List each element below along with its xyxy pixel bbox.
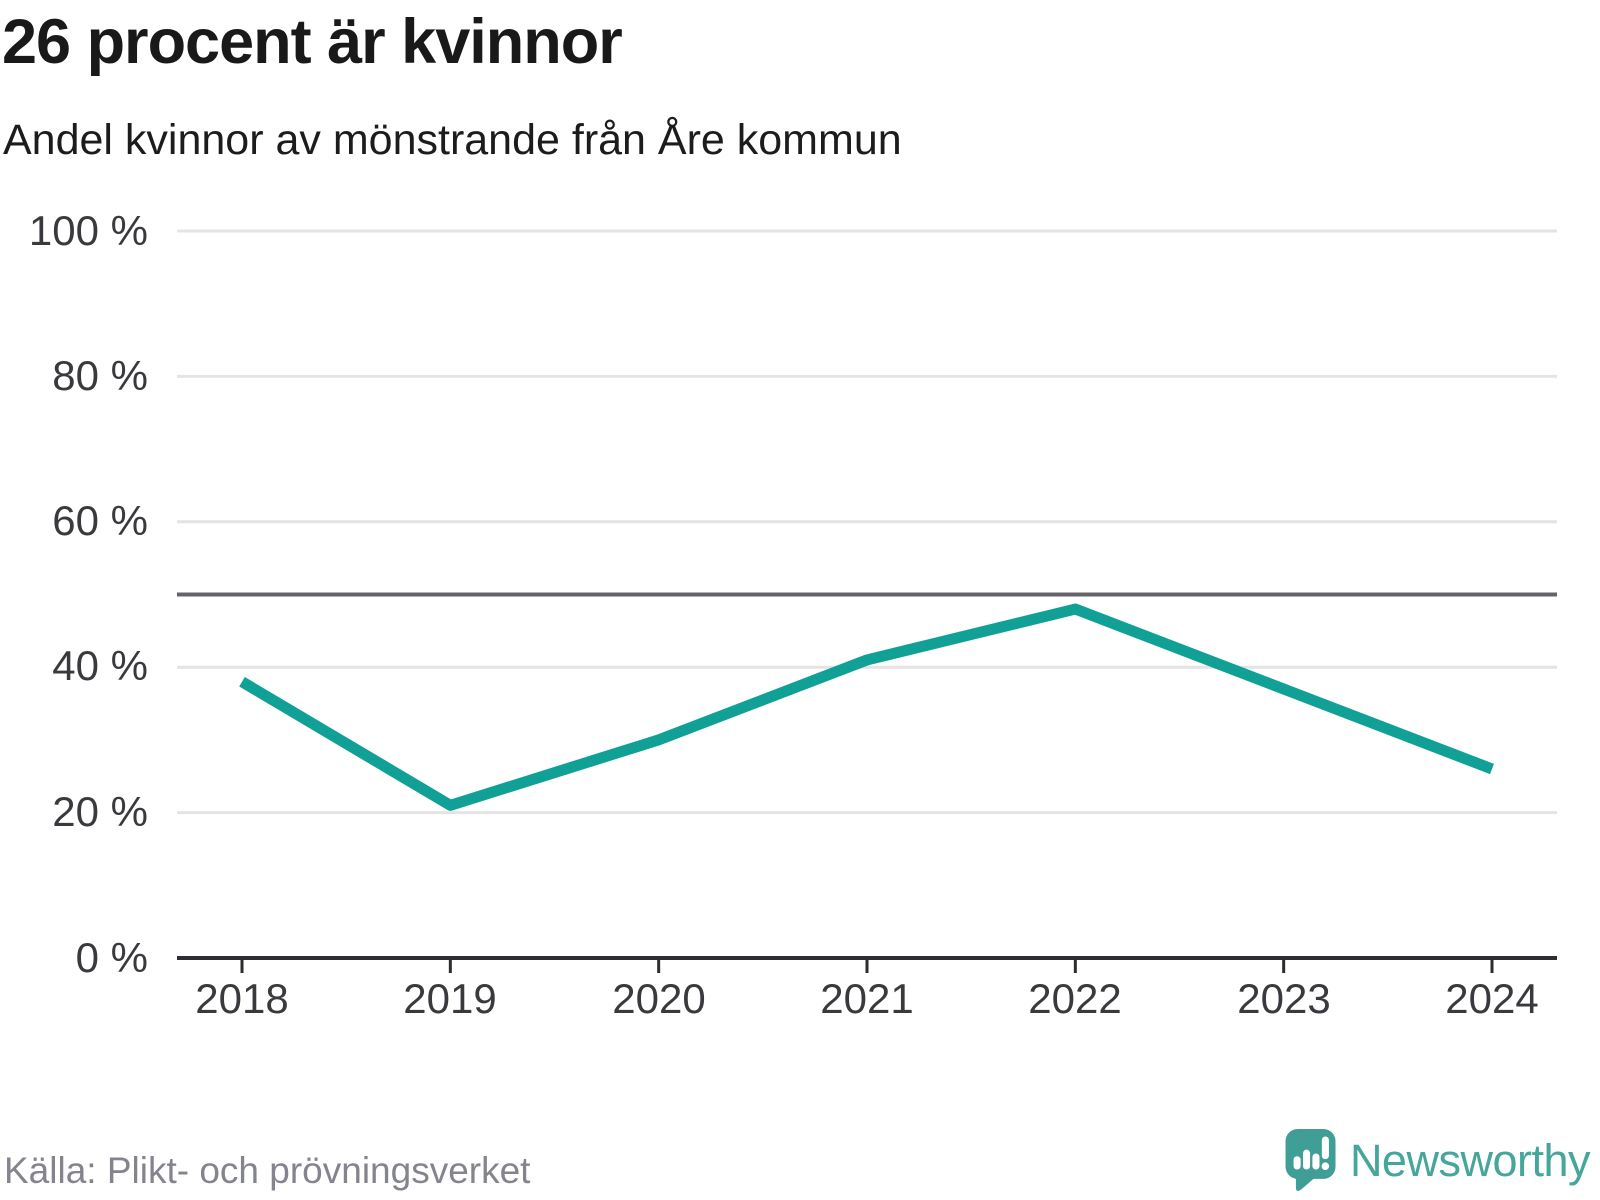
x-axis-tick-label: 2022 <box>1028 975 1122 1022</box>
logo-bar-small <box>1293 1156 1301 1170</box>
logo-bubble-tail <box>1295 1173 1317 1191</box>
newsworthy-logo-icon <box>1285 1128 1336 1191</box>
x-axis-tick-label: 2019 <box>403 975 497 1022</box>
x-axis-tick-label: 2021 <box>820 975 914 1022</box>
brand-name: Newsworthy <box>1349 1135 1591 1186</box>
series-line <box>239 603 1494 811</box>
y-axis-tick-label: 80 % <box>52 352 148 399</box>
y-axis-tick-label: 20 % <box>52 788 148 835</box>
x-axis-tick-label: 2023 <box>1237 975 1331 1022</box>
x-axis-tick-label: 2024 <box>1445 975 1539 1022</box>
y-axis-tick-label: 60 % <box>52 497 148 544</box>
newsworthy-brand: Newsworthy <box>1284 1128 1591 1194</box>
y-axis-tick-label: 100 % <box>28 207 148 254</box>
chart-subtitle: Andel kvinnor av mönstrande från Åre kom… <box>3 116 902 164</box>
logo-exclamation-dot <box>1321 1162 1330 1170</box>
logo-bar-tall <box>1302 1149 1310 1170</box>
x-axis-tick-label: 2020 <box>612 975 706 1022</box>
chart-title: 26 procent är kvinnor <box>2 7 623 77</box>
source-note: Källa: Plikt- och prövningsverket <box>4 1150 531 1191</box>
y-axis-tick-label: 40 % <box>52 642 148 689</box>
logo-bar-medium <box>1312 1153 1320 1170</box>
logo-exclamation-bar <box>1321 1136 1329 1160</box>
y-axis-tick-label: 0 % <box>75 934 148 981</box>
x-axis-tick-label: 2018 <box>195 975 289 1022</box>
